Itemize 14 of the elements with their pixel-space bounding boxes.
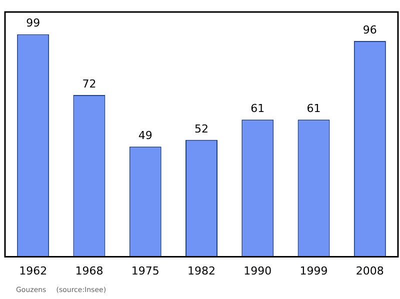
x-tick-label: 1999 (300, 264, 328, 278)
x-tick-label: 1962 (19, 264, 48, 278)
x-tick-label: 1990 (244, 264, 272, 278)
x-tick-label: 1982 (188, 264, 216, 278)
data-label: 61 (250, 102, 265, 116)
x-tick-label: 1975 (131, 264, 160, 278)
data-label: 96 (362, 23, 377, 36)
data-label: 49 (138, 129, 152, 142)
x-tick-label: 1968 (75, 264, 104, 278)
data-label: 61 (306, 102, 321, 116)
data-label: 52 (194, 122, 208, 136)
x-tick-label: 2008 (356, 264, 384, 278)
data-label: 72 (82, 77, 96, 90)
data-label: 99 (26, 16, 40, 30)
